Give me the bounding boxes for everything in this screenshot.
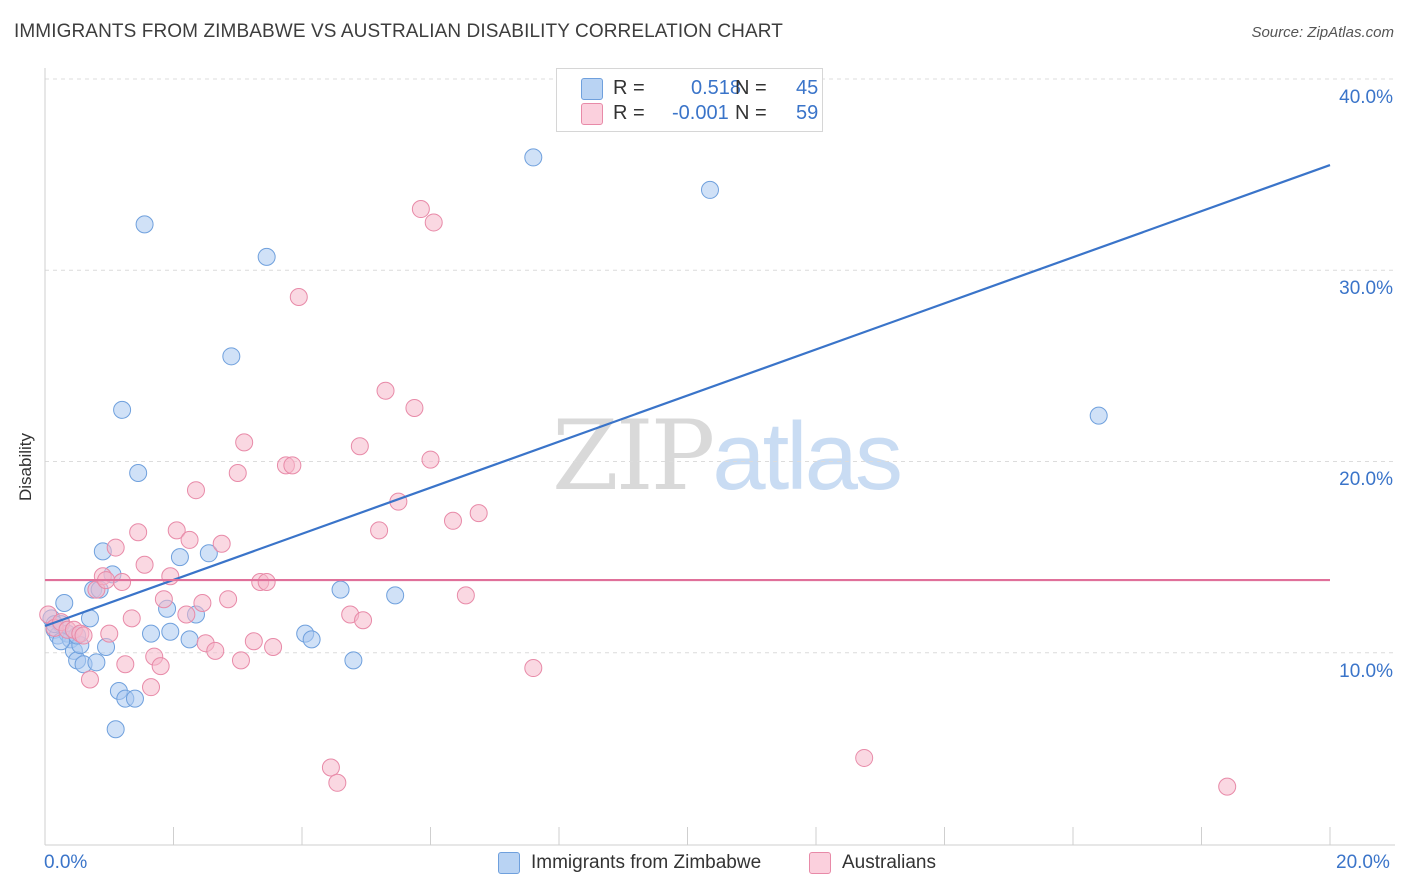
legend-swatch-pink (809, 852, 831, 874)
x-tick-label: 0.0% (44, 852, 88, 873)
legend-swatch-pink (581, 103, 603, 125)
point-australians (180, 530, 199, 549)
legend-series-label: Immigrants from Zimbabwe (531, 852, 762, 873)
legend-n-label: N = (735, 102, 767, 124)
point-australians (405, 398, 424, 417)
point-zimbabwe (524, 148, 543, 167)
point-zimbabwe (302, 630, 321, 649)
point-zimbabwe (113, 400, 132, 419)
point-australians (1218, 777, 1237, 796)
point-australians (193, 594, 212, 613)
point-australians (135, 555, 154, 574)
point-australians (289, 288, 308, 307)
point-australians (231, 651, 250, 670)
point-australians (154, 590, 173, 609)
point-zimbabwe (222, 347, 241, 366)
point-zimbabwe (1089, 406, 1108, 425)
point-australians (80, 670, 99, 689)
point-australians (469, 504, 488, 523)
point-australians (443, 511, 462, 530)
point-australians (129, 523, 148, 542)
y-tick-label: 20.0% (1339, 469, 1393, 490)
y-axis-label: Disability (16, 432, 35, 502)
point-australians (424, 213, 443, 232)
point-australians (321, 758, 340, 777)
point-zimbabwe (331, 580, 350, 599)
watermark-zip: ZIP (552, 400, 715, 512)
point-zimbabwe (125, 689, 144, 708)
y-tick-label: 30.0% (1339, 278, 1393, 299)
point-australians (456, 586, 475, 605)
y-tick-label: 10.0% (1339, 661, 1393, 682)
legend-n-value: 45 (796, 77, 819, 99)
point-australians (74, 626, 93, 645)
point-australians (421, 450, 440, 469)
legend-swatch-blue (581, 78, 603, 100)
point-zimbabwe (180, 630, 199, 649)
point-australians (283, 456, 302, 475)
point-australians (151, 657, 170, 676)
point-australians (370, 521, 389, 540)
point-australians (376, 381, 395, 400)
point-australians (206, 641, 225, 660)
legend-series-label: Australians (842, 852, 936, 873)
point-zimbabwe (344, 651, 363, 670)
point-australians (328, 773, 347, 792)
point-australians (219, 590, 238, 609)
point-zimbabwe (135, 215, 154, 234)
point-australians (855, 748, 874, 767)
point-zimbabwe (700, 180, 719, 199)
point-australians (257, 572, 276, 591)
point-australians (354, 611, 373, 630)
point-australians (235, 433, 254, 452)
point-zimbabwe (142, 624, 161, 643)
point-zimbabwe (87, 653, 106, 672)
legend-n-label: N = (735, 77, 767, 99)
point-zimbabwe (129, 463, 148, 482)
y-tick-label: 40.0% (1339, 87, 1393, 108)
point-australians (524, 659, 543, 678)
point-australians (116, 655, 135, 674)
point-australians (106, 538, 125, 557)
point-australians (167, 521, 186, 540)
point-australians (122, 609, 141, 628)
point-australians (228, 463, 247, 482)
point-australians (350, 437, 369, 456)
point-australians (244, 632, 263, 651)
point-australians (411, 200, 430, 219)
source-label: Source: ZipAtlas.com (1251, 24, 1394, 41)
point-australians (186, 481, 205, 500)
trendline-zimbabwe (44, 164, 1331, 628)
point-australians (142, 678, 161, 697)
point-zimbabwe (161, 622, 180, 641)
legend-r-label: R = (613, 77, 645, 99)
x-tick-label: 20.0% (1336, 852, 1390, 873)
correlation-legend: R = 0.518 N = 45 R = -0.001 N = 59 (556, 68, 823, 132)
point-australians (264, 638, 283, 657)
point-zimbabwe (386, 586, 405, 605)
point-zimbabwe (199, 544, 218, 563)
point-zimbabwe (257, 247, 276, 266)
point-zimbabwe (55, 594, 74, 613)
legend-swatch-blue (498, 852, 520, 874)
chart-title: IMMIGRANTS FROM ZIMBABWE VS AUSTRALIAN D… (14, 21, 783, 42)
watermark: ZIPatlas (552, 400, 903, 512)
point-zimbabwe (106, 720, 125, 739)
legend-n-value: 59 (796, 102, 819, 124)
watermark-atlas: atlas (712, 403, 903, 510)
legend-r-value: -0.001 (672, 102, 729, 124)
legend-r-label: R = (613, 102, 645, 124)
point-australians (100, 624, 119, 643)
point-australians (113, 572, 132, 591)
legend-r-value: 0.518 (691, 77, 742, 99)
point-australians (177, 605, 196, 624)
point-zimbabwe (170, 548, 189, 567)
point-australians (212, 534, 231, 553)
